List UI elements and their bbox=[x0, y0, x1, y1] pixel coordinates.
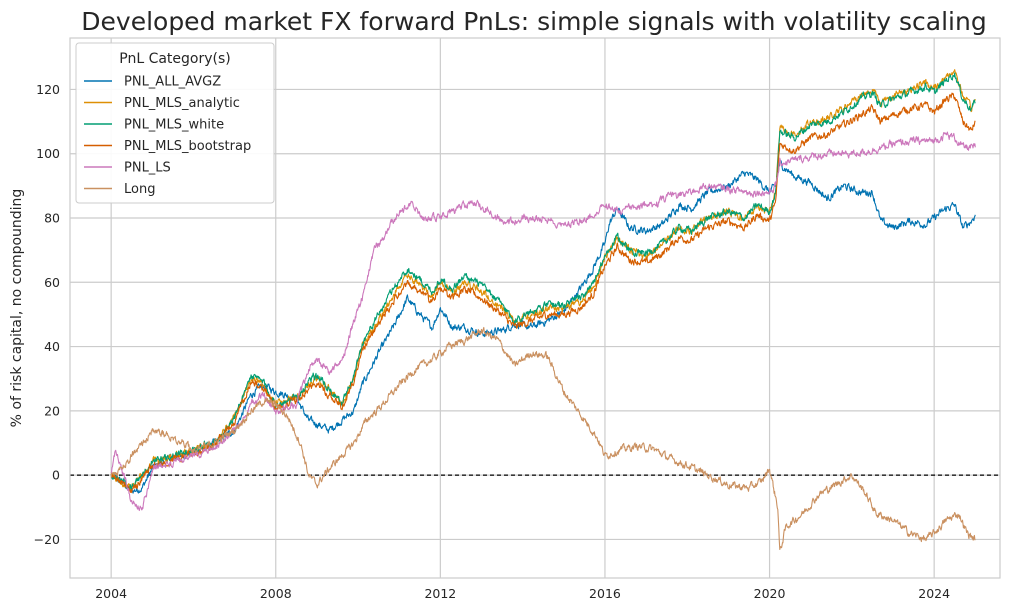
tick-labels: 2004 2008 2012 2016 2020 2024 −20 0 20 40 60 80 100 1… bbox=[34, 82, 951, 601]
x-tick-label: 2016 bbox=[589, 586, 621, 601]
y-tick-label: 40 bbox=[44, 339, 60, 354]
legend-box bbox=[75, 42, 275, 204]
y-tick-label: 60 bbox=[44, 275, 60, 290]
x-tick-label: 2004 bbox=[95, 586, 127, 601]
x-tick-label: 2008 bbox=[260, 586, 292, 601]
x-tick-label: 2012 bbox=[424, 586, 456, 601]
chart-title: Developed market FX forward PnLs: simple… bbox=[81, 7, 986, 36]
y-axis-label: % of risk capital, no compounding bbox=[9, 189, 25, 428]
legend-label: PNL_MLS_analytic bbox=[124, 96, 240, 111]
plot-frame bbox=[69, 37, 1001, 579]
legend-label: Long bbox=[124, 182, 155, 197]
series-line-pnl-mls-analytic bbox=[110, 69, 976, 492]
legend-label: PNL_ALL_AVGZ bbox=[124, 75, 221, 90]
x-tick-label: 2020 bbox=[754, 586, 786, 601]
y-tick-label: 80 bbox=[44, 211, 60, 226]
series-line-pnl-mls-white bbox=[110, 72, 976, 491]
legend-label: PNL_LS bbox=[124, 161, 171, 176]
y-tick-label: 0 bbox=[52, 468, 60, 483]
series-group bbox=[110, 69, 976, 551]
x-tick-label: 2024 bbox=[918, 586, 950, 601]
legend-label: PNL_MLS_white bbox=[124, 118, 224, 133]
y-tick-label: 20 bbox=[44, 403, 60, 418]
series-line-pnl-ls bbox=[110, 131, 976, 512]
y-tick-label: 120 bbox=[36, 82, 60, 97]
legend-title: PnL Category(s) bbox=[119, 51, 231, 67]
y-tick-label: 100 bbox=[36, 146, 60, 161]
legend: PnL Category(s) PNL_ALL_AVGZ PNL_MLS_analy… bbox=[75, 42, 275, 204]
series-line-pnl-mls-bootstrap bbox=[110, 92, 976, 494]
y-tick-label: −20 bbox=[34, 532, 60, 547]
legend-label: PNL_MLS_bootstrap bbox=[124, 139, 251, 154]
series-line-long bbox=[110, 326, 976, 551]
series-line-pnl-all-avgz bbox=[110, 160, 976, 494]
